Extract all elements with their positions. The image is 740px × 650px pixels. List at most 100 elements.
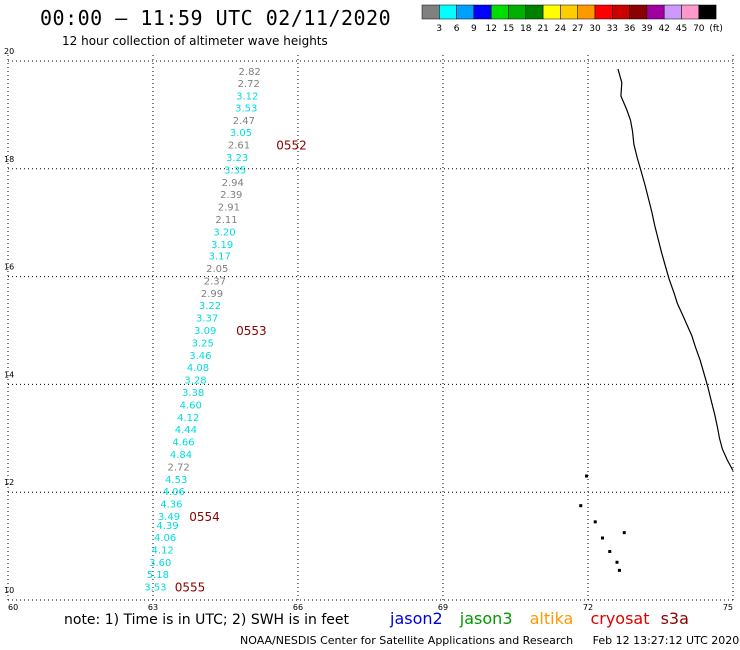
wave-height-label: 2.72 xyxy=(238,79,260,90)
wave-height-label: 4.60 xyxy=(180,400,202,411)
legend-swatch xyxy=(612,4,630,20)
x-tick-label: 60 xyxy=(8,603,18,612)
legend-label: (ft) xyxy=(709,24,723,34)
wave-height-label: 3.19 xyxy=(211,240,233,251)
orbit-id-label: 0555 xyxy=(175,581,206,595)
axis-ticks: 10 12 14 16 18 20 60 63 66 69 72 75 xyxy=(4,47,733,612)
legend-swatch xyxy=(473,4,492,20)
legend-label: 30 xyxy=(589,24,601,34)
island-mark xyxy=(622,531,626,535)
wave-height-label: 3.46 xyxy=(189,351,211,362)
orbit-id-label: 0553 xyxy=(236,324,267,338)
legend-label: 21 xyxy=(537,24,548,34)
legend-label: 36 xyxy=(624,24,636,34)
legend-swatch xyxy=(490,4,509,20)
wave-height-label: 2.61 xyxy=(228,141,250,152)
legend-label: 15 xyxy=(503,24,514,34)
sat-s3a: s3a xyxy=(660,609,689,628)
satellite-legend: jason2 jason3 altika cryosat s3a xyxy=(390,609,701,628)
y-tick-label: 18 xyxy=(4,155,14,164)
wave-height-label: 3.37 xyxy=(196,314,218,325)
legend-label: 27 xyxy=(572,24,583,34)
orbit-id-label: 0554 xyxy=(189,510,220,524)
legend-label: 6 xyxy=(454,24,460,34)
credits-line: NOAA/NESDIS Center for Satellite Applica… xyxy=(240,634,739,647)
legend-swatch xyxy=(525,4,544,20)
island-mark xyxy=(617,568,621,572)
wave-height-label: 3.22 xyxy=(199,301,221,312)
legend-label: 33 xyxy=(607,24,618,34)
island-mark xyxy=(593,520,597,524)
wave-height-label: 2.82 xyxy=(239,67,261,78)
legend-label: 12 xyxy=(485,24,496,34)
wave-height-label: 4.66 xyxy=(172,438,194,449)
coastline xyxy=(579,68,734,572)
orbit-annotations: 0552 0553 0554 0555 xyxy=(175,139,307,595)
y-tick-label: 12 xyxy=(4,478,14,487)
color-scale-legend: 3 6 9 12 15 18 21 24 27 30 33 36 39 42 45 70 (ft) xyxy=(421,4,723,34)
legend-swatch xyxy=(421,4,440,20)
sat-jason2: jason2 xyxy=(390,609,443,628)
wave-height-label: 4.08 xyxy=(187,363,209,374)
wave-height-label: 3.53 xyxy=(144,583,166,594)
x-tick-label: 66 xyxy=(293,603,303,612)
orbit-id-label: 0552 xyxy=(276,139,307,153)
wave-height-label: 2.05 xyxy=(206,264,228,275)
units-note: note: 1) Time is in UTC; 2) SWH is in fe… xyxy=(64,612,350,628)
x-tick-label: 69 xyxy=(438,603,448,612)
wave-height-label: 3.20 xyxy=(213,227,235,238)
wave-height-label: 2.37 xyxy=(204,276,226,287)
wave-height-label: 3.09 xyxy=(194,326,216,337)
island-mark xyxy=(608,549,612,553)
wave-height-label: 3.17 xyxy=(209,252,231,263)
chart-title: 00:00 – 11:59 UTC 02/11/2020 xyxy=(40,6,392,30)
wave-height-label: 4.84 xyxy=(170,450,192,461)
x-tick-label: 75 xyxy=(723,603,733,612)
wave-height-label: 2.91 xyxy=(218,203,240,214)
legend-swatch xyxy=(646,4,665,20)
legend-label: 45 xyxy=(676,24,687,34)
wave-height-label: 3.23 xyxy=(226,153,248,164)
legend-swatch xyxy=(508,4,527,20)
wave-height-label: 3.38 xyxy=(182,388,204,399)
wave-height-label: 2.47 xyxy=(233,116,255,127)
sat-jason3: jason3 xyxy=(459,609,513,628)
wave-height-label: 4.12 xyxy=(177,413,199,424)
wave-height-label: 2.99 xyxy=(201,289,223,300)
wave-height-label: 3.60 xyxy=(149,558,171,569)
wave-height-label: 2.11 xyxy=(215,215,237,226)
legend-swatch xyxy=(560,4,578,20)
legend-label: 39 xyxy=(641,24,653,34)
island-mark xyxy=(579,504,583,508)
wave-height-label: 2.72 xyxy=(167,462,189,473)
wave-height-label: 4.06 xyxy=(163,487,185,498)
y-tick-label: 20 xyxy=(4,47,14,56)
legend-label: 3 xyxy=(436,24,442,34)
wave-height-label: 4.39 xyxy=(156,521,178,532)
legend-swatch xyxy=(629,4,648,20)
wave-height-label: 3.28 xyxy=(184,376,206,387)
legend-swatch xyxy=(594,4,613,20)
legend-swatch xyxy=(439,4,457,20)
legend-swatch xyxy=(577,4,596,20)
legend-swatch xyxy=(456,4,475,20)
wave-height-label: 3.35 xyxy=(224,165,246,176)
wave-height-label: 3.05 xyxy=(230,128,252,139)
x-tick-label: 63 xyxy=(148,603,158,612)
x-tick-label: 72 xyxy=(583,603,593,612)
wave-height-label: 2.39 xyxy=(220,190,242,201)
credits-timestamp: Feb 12 13:27:12 UTC 2020 xyxy=(592,634,740,647)
wave-height-label: 4.06 xyxy=(154,533,176,544)
y-tick-label: 10 xyxy=(4,586,14,595)
wave-height-label: 4.36 xyxy=(160,500,182,511)
wave-height-label: 2.94 xyxy=(222,178,244,189)
sat-cryosat: cryosat xyxy=(590,609,650,628)
wave-height-label: 3.25 xyxy=(192,338,214,349)
wave-height-label: 5.18 xyxy=(147,570,169,581)
legend-label: 24 xyxy=(555,24,567,34)
legend-swatch xyxy=(663,4,682,20)
legend-swatch xyxy=(698,4,717,20)
wave-height-label: 3.49 xyxy=(158,512,180,523)
grid xyxy=(7,55,734,601)
island-mark xyxy=(585,474,589,478)
